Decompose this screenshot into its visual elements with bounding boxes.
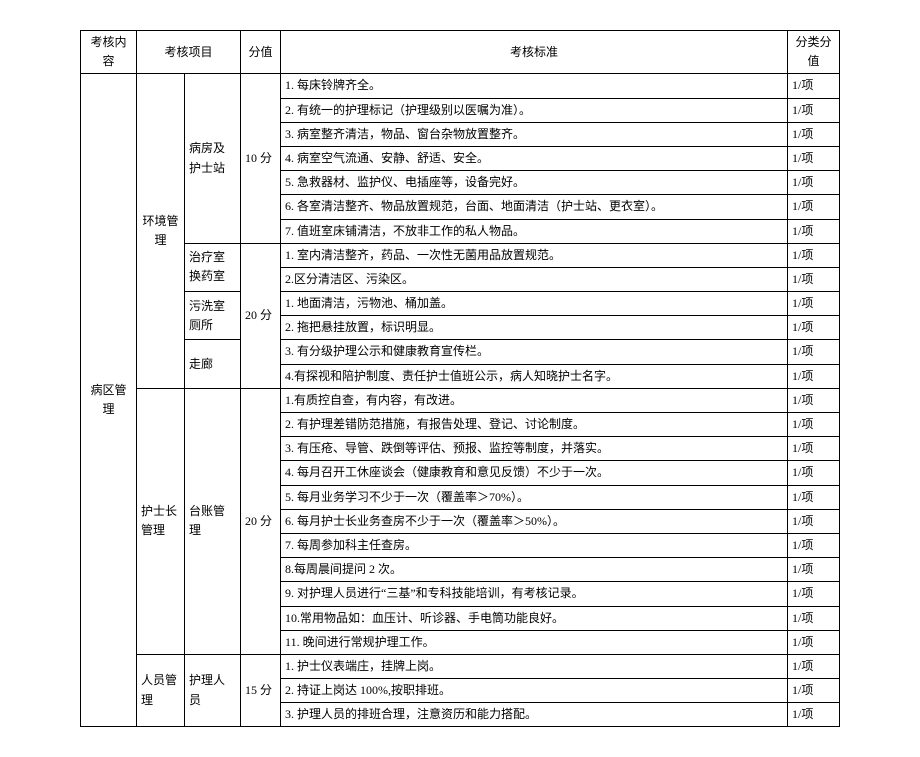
cell-std: 1.有质控自查，有内容，有改进。 [281,388,788,412]
cell-std: 5. 急救器材、监护仪、电插座等，设备完好。 [281,171,788,195]
cell-std: 2. 有护理差错防范措施，有报告处理、登记、讨论制度。 [281,413,788,437]
cell-detail: 1/项 [788,74,840,98]
cell-group-env: 环境管理 [137,74,185,388]
cell-content: 病区管理 [81,74,137,727]
cell-detail: 1/项 [788,98,840,122]
cell-detail: 1/项 [788,437,840,461]
cell-std: 4. 每月召开工休座谈会（健康教育和意见反馈）不少于一次。 [281,461,788,485]
cell-score-10: 10 分 [241,74,281,243]
cell-sub-ledger: 台账管理 [185,388,241,654]
cell-detail: 1/项 [788,364,840,388]
cell-detail: 1/项 [788,292,840,316]
cell-detail: 1/项 [788,122,840,146]
cell-detail: 1/项 [788,171,840,195]
cell-score-15: 15 分 [241,654,281,727]
cell-std: 10.常用物品如：血压计、听诊器、手电筒功能良好。 [281,606,788,630]
cell-detail: 1/项 [788,654,840,678]
cell-detail: 1/项 [788,243,840,267]
cell-std: 5. 每月业务学习不少于一次（覆盖率＞70%）。 [281,485,788,509]
table-row: 护士长管理 台账管理 20 分 1.有质控自查，有内容，有改进。 1/项 [81,388,840,412]
cell-detail: 1/项 [788,413,840,437]
cell-std: 6. 各室清洁整齐、物品放置规范，台面、地面清洁（护士站、更衣室）。 [281,195,788,219]
th-score: 分值 [241,31,281,74]
cell-detail: 1/项 [788,509,840,533]
cell-detail: 1/项 [788,340,840,364]
cell-detail: 1/项 [788,219,840,243]
cell-std: 4. 病室空气流通、安静、舒适、安全。 [281,146,788,170]
cell-detail: 1/项 [788,146,840,170]
cell-detail: 1/项 [788,388,840,412]
cell-std: 3. 有分级护理公示和健康教育宣传栏。 [281,340,788,364]
assessment-table: 考核内容 考核项目 分值 考核标准 分类分值 病区管理 环境管理 病房及护士站 … [80,30,840,727]
table-row: 人员管理 护理人员 15 分 1. 护士仪表端庄，挂牌上岗。 1/项 [81,654,840,678]
cell-group-person: 人员管理 [137,654,185,727]
th-project: 考核项目 [137,31,241,74]
th-detail: 分类分值 [788,31,840,74]
cell-std: 1. 地面清洁，污物池、桶加盖。 [281,292,788,316]
cell-sub-wash: 污洗室厕所 [185,292,241,340]
cell-std: 2. 有统一的护理标记（护理级别以医嘱为准）。 [281,98,788,122]
cell-std: 3. 护理人员的排班合理，注意资历和能力搭配。 [281,703,788,727]
cell-detail: 1/项 [788,679,840,703]
cell-detail: 1/项 [788,558,840,582]
cell-std: 4.有探视和陪护制度、责任护士值班公示，病人知晓护士名字。 [281,364,788,388]
cell-std: 1. 室内清洁整齐，药品、一次性无菌用品放置规范。 [281,243,788,267]
cell-score-20b: 20 分 [241,388,281,654]
table-row: 病区管理 环境管理 病房及护士站 10 分 1. 每床铃牌齐全。 1/项 [81,74,840,98]
th-content: 考核内容 [81,31,137,74]
table-row: 走廊 3. 有分级护理公示和健康教育宣传栏。 1/项 [81,340,840,364]
cell-sub-corr: 走廊 [185,340,241,388]
cell-score-20a: 20 分 [241,243,281,388]
cell-std: 7. 值班室床铺清洁，不放非工作的私人物品。 [281,219,788,243]
cell-detail: 1/项 [788,461,840,485]
cell-detail: 1/项 [788,582,840,606]
cell-std: 1. 护士仪表端庄，挂牌上岗。 [281,654,788,678]
cell-std: 9. 对护理人员进行“三基”和专科技能培训，有考核记录。 [281,582,788,606]
cell-std: 2.区分清洁区、污染区。 [281,267,788,291]
cell-detail: 1/项 [788,195,840,219]
cell-detail: 1/项 [788,316,840,340]
th-standard: 考核标准 [281,31,788,74]
cell-std: 2. 持证上岗达 100%,按职排班。 [281,679,788,703]
cell-std: 7. 每周参加科主任查房。 [281,533,788,557]
table-row: 治疗室换药室 20 分 1. 室内清洁整齐，药品、一次性无菌用品放置规范。 1/… [81,243,840,267]
cell-sub-nurse: 护理人员 [185,654,241,727]
cell-detail: 1/项 [788,703,840,727]
cell-sub-ward: 病房及护士站 [185,74,241,243]
cell-detail: 1/项 [788,606,840,630]
cell-detail: 1/项 [788,267,840,291]
table-row: 污洗室厕所 1. 地面清洁，污物池、桶加盖。 1/项 [81,292,840,316]
cell-std: 3. 病室整齐清洁，物品、窗台杂物放置整齐。 [281,122,788,146]
cell-detail: 1/项 [788,533,840,557]
cell-std: 2. 拖把悬挂放置，标识明显。 [281,316,788,340]
header-row: 考核内容 考核项目 分值 考核标准 分类分值 [81,31,840,74]
cell-sub-treat: 治疗室换药室 [185,243,241,291]
cell-detail: 1/项 [788,485,840,509]
cell-std: 6. 每月护士长业务查房不少于一次（覆盖率＞50%）。 [281,509,788,533]
cell-group-headnurse: 护士长管理 [137,388,185,654]
cell-std: 1. 每床铃牌齐全。 [281,74,788,98]
cell-std: 3. 有压疮、导管、跌倒等评估、预报、监控等制度，并落实。 [281,437,788,461]
cell-std: 8.每周晨间提问 2 次。 [281,558,788,582]
